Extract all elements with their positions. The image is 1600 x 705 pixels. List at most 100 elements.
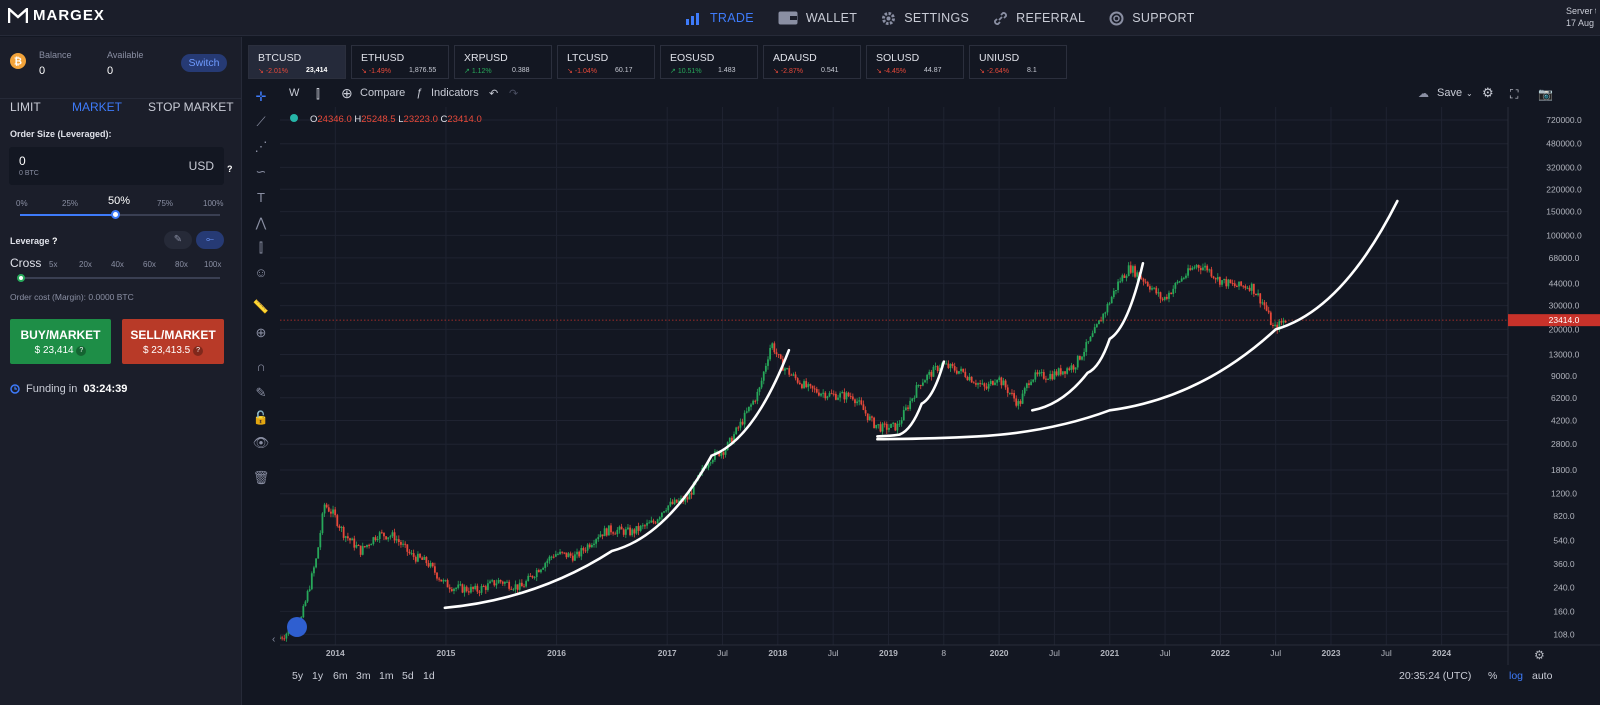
candle-body (1182, 277, 1185, 279)
ticker-adausd[interactable]: ADAUSD ↘ -2.87% 0.541 (763, 45, 861, 79)
undo-icon[interactable]: ↶ (489, 88, 499, 100)
logo[interactable]: MARGEX (8, 7, 105, 24)
buy-market-button[interactable]: BUY/MARKET $ 23,414 ? (10, 319, 111, 364)
ticker-ltcusd[interactable]: LTCUSD ↘ -1.04% 60.17 (557, 45, 655, 79)
order-size-slider[interactable] (20, 210, 220, 219)
zoom-in-icon[interactable]: ⊕ (255, 325, 267, 340)
tf-5y[interactable]: 5y (292, 670, 304, 682)
nav-trade[interactable]: TRADE (686, 11, 754, 25)
tf-1y[interactable]: 1y (312, 670, 324, 682)
candle-body (684, 497, 687, 502)
fullscreen-icon[interactable]: ⛶ (1510, 87, 1519, 101)
trash-icon[interactable]: 🗑 (252, 470, 270, 485)
lev-40x[interactable]: 40x (111, 260, 124, 269)
ticker-eosusd[interactable]: EOSUSD ↗ 10.51% 1.483 (660, 45, 758, 79)
ticker-xrpusd[interactable]: XRPUSD ↗ 1.12% 0.388 (454, 45, 552, 79)
utc-clock[interactable]: 20:35:24 (UTC) (1399, 670, 1472, 682)
lock-drawing-icon[interactable]: ✎ (255, 385, 267, 400)
candle-body (327, 507, 330, 512)
candle-body (610, 525, 612, 533)
save-button[interactable]: Save (1437, 87, 1463, 99)
axis-settings-gear-icon[interactable]: ⚙ (1534, 648, 1545, 662)
candle-type-icon[interactable]: ⫿ (316, 87, 320, 101)
leverage-slider[interactable] (17, 274, 220, 282)
ticker-btcusd[interactable]: BTCUSD ↘ -2.01% 23,414 (248, 45, 346, 79)
fib-icon[interactable]: ⋰ (254, 139, 268, 154)
candle-body (1017, 401, 1020, 406)
tab-stop-market[interactable]: STOP MARKET (148, 100, 234, 114)
candle-body (928, 371, 931, 375)
save-chevron-down-icon[interactable]: ⌄ (1466, 89, 1473, 98)
lev-20x[interactable]: 20x (79, 260, 92, 269)
order-size-input[interactable]: 0 0 BTC USD (9, 147, 224, 185)
candle-body (561, 551, 564, 553)
lev-60x[interactable]: 60x (143, 260, 156, 269)
auto-toggle[interactable]: auto (1532, 670, 1553, 682)
indicators-button[interactable]: Indicators (431, 87, 479, 99)
collapse-left-icon[interactable]: ‹ (272, 634, 276, 645)
candle-body (612, 532, 615, 534)
order-size-help-icon[interactable]: ? (227, 164, 233, 174)
candle-body (1159, 292, 1162, 299)
pattern-icon[interactable]: ⋀ (255, 215, 267, 230)
nav-settings[interactable]: SETTINGS (881, 11, 969, 26)
redo-icon[interactable]: ↷ (509, 88, 519, 100)
candle-body (389, 536, 392, 538)
server-label: Server t (1566, 6, 1596, 16)
tf-1m[interactable]: 1m (379, 670, 394, 682)
indicators-fx-icon[interactable]: ƒ (416, 87, 423, 99)
prediction-icon[interactable]: ⫿ (258, 240, 264, 255)
tab-market[interactable]: MARKET (72, 100, 123, 114)
trendline-icon[interactable]: ⟋ (256, 114, 266, 129)
tf-3m[interactable]: 3m (356, 670, 371, 682)
interval-button[interactable]: W (289, 87, 300, 99)
leverage-handle[interactable] (17, 274, 25, 282)
candle-body (762, 371, 765, 381)
lock-icon[interactable]: 🔓 (252, 410, 270, 425)
slider-handle[interactable] (111, 210, 120, 219)
nav-referral[interactable]: REFERRAL (993, 11, 1085, 26)
brush-icon[interactable]: ∽ (255, 164, 267, 179)
leverage-slider-button[interactable]: ⟜ (196, 231, 224, 249)
tf-5d[interactable]: 5d (402, 670, 414, 682)
lev-80x[interactable]: 80x (175, 260, 188, 269)
price-chart[interactable]: 720000.0 480000.0 320000.0 220000.0 150000.0… (280, 107, 1600, 665)
camera-icon[interactable]: 📷 (1538, 87, 1553, 101)
compare-plus-icon[interactable]: ⊕ (341, 85, 353, 101)
ticker-ethusd[interactable]: ETHUSD ↘ -1.49% 1,876.55 (351, 45, 449, 79)
pct-75[interactable]: 75% (157, 199, 174, 208)
x-tick-label: 2024 (1432, 648, 1451, 658)
nav-support[interactable]: SUPPORT (1109, 11, 1194, 26)
tf-6m[interactable]: 6m (333, 670, 348, 682)
y-tick-label: 1800.0 (1551, 465, 1577, 475)
candle-body (733, 434, 735, 443)
candle-body (1098, 320, 1100, 325)
pct-100[interactable]: 100% (203, 199, 224, 208)
leverage-manual-button[interactable]: ✎ (164, 231, 192, 249)
leverage-mode[interactable]: Cross (10, 256, 42, 270)
series-visibility-icon[interactable] (290, 114, 298, 122)
text-icon[interactable]: T (257, 190, 265, 205)
tab-limit[interactable]: LIMIT (10, 100, 41, 114)
chart-settings-gear-icon[interactable]: ⚙ (1482, 85, 1494, 100)
compare-button[interactable]: Compare (360, 87, 406, 99)
percent-toggle[interactable]: % (1488, 670, 1498, 682)
switch-button[interactable]: Switch (181, 54, 227, 72)
lev-5x[interactable]: 5x (49, 260, 58, 269)
ruler-icon[interactable]: 📏 (252, 299, 270, 314)
ticker-solusd[interactable]: SOLUSD ↘ -4.45% 44.87 (866, 45, 964, 79)
tf-1d[interactable]: 1d (423, 670, 435, 682)
crosshair-icon[interactable]: ✛ (255, 89, 267, 104)
log-toggle[interactable]: log (1509, 670, 1524, 682)
magnet-icon[interactable]: ∩ (256, 359, 266, 374)
pct-25[interactable]: 25% (62, 199, 79, 208)
sell-market-button[interactable]: SELL/MARKET $ 23,413.5 ? (122, 319, 224, 364)
candle-body (280, 637, 281, 639)
pct-0[interactable]: 0% (16, 199, 28, 208)
nav-wallet[interactable]: WALLET (778, 11, 857, 25)
eye-icon[interactable]: 👁 (252, 435, 270, 450)
pct-50[interactable]: 50% (108, 195, 131, 207)
emoji-icon[interactable]: ☺ (254, 265, 268, 280)
ticker-uniusd[interactable]: UNIUSD ↘ -2.64% 8.1 (969, 45, 1067, 79)
lev-100x[interactable]: 100x (204, 260, 222, 269)
